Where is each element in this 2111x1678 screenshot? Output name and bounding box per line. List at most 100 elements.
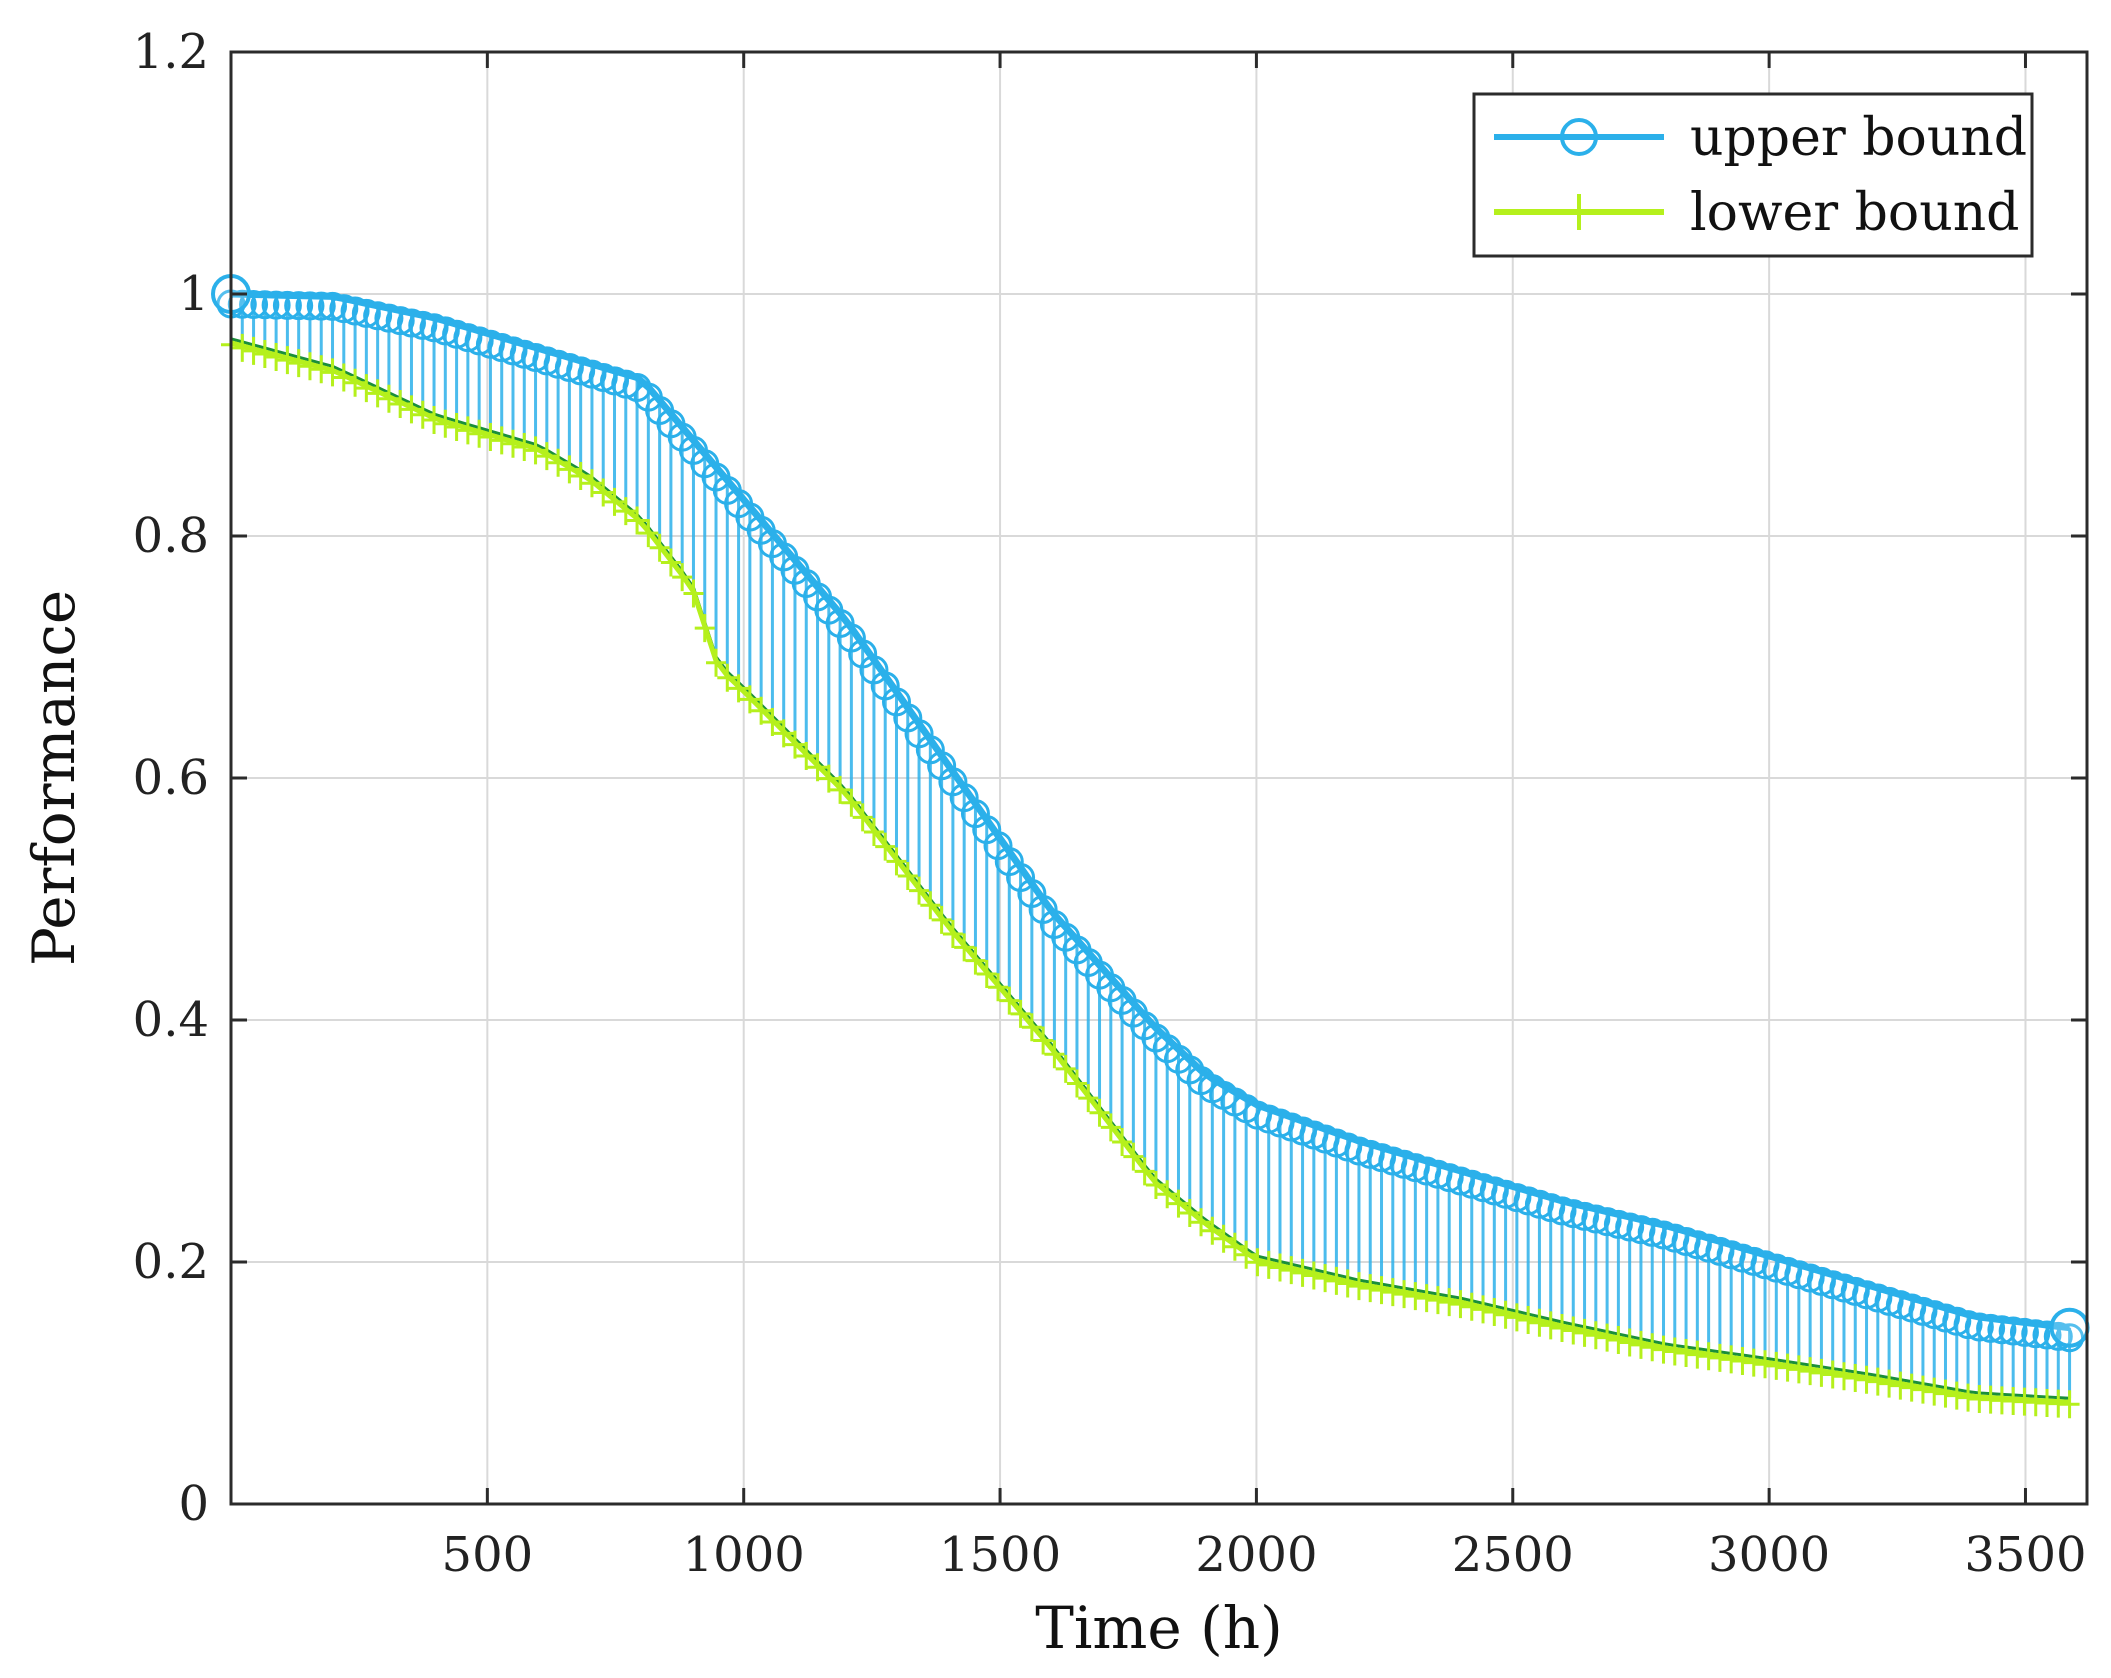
lower-bound-marker: [942, 920, 963, 949]
lower-bound-marker: [1078, 1084, 1099, 1113]
lower-bound-marker: [424, 406, 445, 435]
lower-bound-marker: [1270, 1253, 1290, 1282]
lower-bound-marker: [1021, 1013, 1042, 1042]
lower-bound-marker: [1134, 1157, 1155, 1186]
lower-bound-marker: [1529, 1308, 1550, 1337]
x-tick-label: 3500: [1964, 1527, 2086, 1583]
lower-bound-marker: [1416, 1284, 1437, 1313]
lower-bound-marker: [1800, 1357, 1821, 1386]
lower-bound-marker: [615, 497, 636, 526]
lower-bound-marker: [1010, 999, 1031, 1028]
upper-bound-marker: [306, 291, 336, 321]
lower-bound-marker: [807, 753, 828, 782]
lower-bound-marker: [739, 685, 760, 714]
lower-bound-marker: [322, 358, 343, 387]
upper-bound-marker: [611, 369, 641, 399]
lower-bound-marker: [1518, 1306, 1539, 1335]
lower-bound-marker: [1112, 1128, 1133, 1157]
lower-bound-marker: [886, 847, 907, 876]
upper-bound-marker: [1570, 1201, 1600, 1231]
x-tick-label: 500: [442, 1527, 534, 1583]
lower-bound-marker: [1901, 1373, 1922, 1402]
lower-bound-marker: [502, 429, 523, 458]
lower-bound-marker: [1664, 1337, 1685, 1366]
y-tick-label: 0.2: [133, 1234, 209, 1290]
lower-bound-marker: [1732, 1347, 1753, 1376]
lower-bound-marker: [1168, 1189, 1189, 1218]
lower-bound-marker: [694, 614, 715, 643]
lower-bound-marker: [976, 959, 997, 988]
lower-bound-marker: [1653, 1335, 1674, 1364]
lower-bound-marker: [1766, 1351, 1787, 1380]
upper-bound-end-marker: [2049, 1307, 2090, 1348]
lower-bound-marker: [333, 363, 354, 392]
lower-bound-marker: [1292, 1258, 1313, 1287]
lower-bound-marker: [390, 390, 411, 419]
upper-bound-marker: [272, 290, 302, 320]
lower-bound-marker: [1055, 1054, 1076, 1083]
lower-bound-marker: [1157, 1180, 1178, 1209]
legend: upper bound lower bound: [1472, 92, 2034, 258]
lower-bound-marker: [367, 379, 388, 408]
upper-bound-marker: [396, 308, 426, 338]
x-tick-label: 2500: [1452, 1527, 1574, 1583]
lower-bound-marker: [1033, 1026, 1054, 1055]
y-tick-label: 0.6: [133, 750, 209, 806]
lower-bound-marker: [796, 741, 817, 770]
lower-bound-marker: [931, 905, 952, 934]
lower-bound-marker: [1563, 1316, 1584, 1345]
lower-bound-marker: [1473, 1295, 1494, 1324]
lower-bound-marker: [751, 696, 772, 725]
lower-bound-marker: [1044, 1040, 1065, 1069]
lower-bound-marker: [1619, 1328, 1640, 1357]
upper-bound-marker: [1942, 1306, 1972, 1336]
lower-bound-marker: [841, 788, 862, 817]
lower-bound-marker: [649, 533, 670, 562]
lower-bound-marker: [999, 986, 1020, 1015]
upper-bound-marker: [284, 291, 314, 321]
lower-bound-marker: [1247, 1248, 1268, 1277]
upper-bound-marker: [1998, 1316, 2028, 1346]
lower-bound-marker: [514, 433, 535, 462]
upper-bound-marker: [1615, 1212, 1645, 1242]
lower-bound-marker: [1303, 1261, 1324, 1290]
lower-bound-marker: [954, 933, 975, 962]
lower-bound-marker: [1123, 1142, 1144, 1171]
upper-bound-marker: [1953, 1310, 1983, 1340]
lower-bound-marker: [1676, 1339, 1697, 1368]
upper-bound-marker: [340, 296, 370, 326]
lower-bound-marker: [784, 730, 805, 759]
lower-bound-marker: [288, 349, 309, 378]
lower-bound-marker: [863, 818, 884, 847]
upper-bound-marker: [1536, 1193, 1566, 1223]
lower-bound-marker: [232, 333, 253, 362]
lower-bound-marker: [1642, 1333, 1663, 1362]
lower-bound-marker: [728, 674, 749, 703]
lower-bound-marker: [1439, 1288, 1460, 1317]
upper-bound-marker: [408, 310, 438, 340]
lower-bound-marker: [717, 663, 738, 692]
lower-bound-marker: [1890, 1371, 1911, 1400]
lower-bound-marker: [660, 548, 681, 577]
lower-bound-marker: [1867, 1367, 1888, 1396]
upper-bound-marker: [1558, 1199, 1588, 1229]
lower-bound-marker: [1394, 1280, 1415, 1309]
lower-bound-marker: [1484, 1298, 1505, 1327]
lower-bound-marker: [356, 374, 377, 403]
upper-bound-marker: [1547, 1196, 1577, 1226]
lower-bound-marker: [1551, 1314, 1572, 1343]
lower-bound-marker: [1281, 1256, 1302, 1285]
lower-bound-marker: [818, 764, 839, 793]
lower-bound-marker: [435, 409, 456, 438]
lower-bound-marker: [1258, 1250, 1279, 1279]
lower-bound-marker: [480, 423, 501, 452]
lower-bound-marker: [1630, 1330, 1651, 1359]
lower-bound-marker: [1597, 1323, 1618, 1352]
upper-bound-marker: [363, 301, 393, 331]
lower-bound-marker: [1224, 1232, 1245, 1261]
lower-bound-marker: [1856, 1365, 1877, 1394]
lower-bound-marker: [1608, 1326, 1629, 1355]
lower-bound-marker: [1202, 1216, 1223, 1245]
lower-bound-marker: [1755, 1350, 1776, 1379]
